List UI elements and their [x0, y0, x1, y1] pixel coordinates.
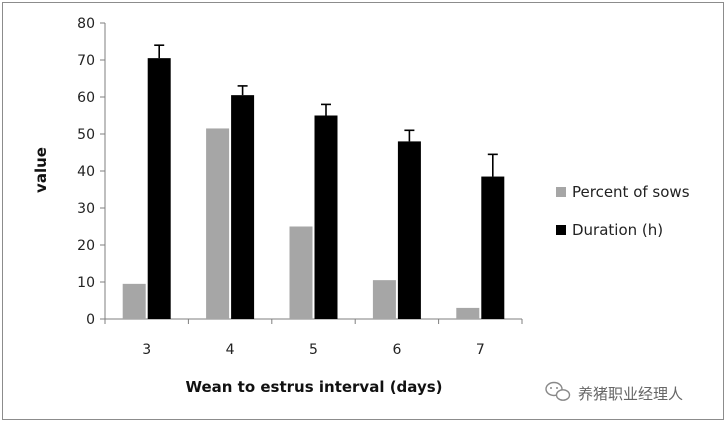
y-axis: 0 10 20 30 40 50 60 70 80	[77, 16, 106, 328]
chart-frame	[2, 2, 724, 420]
duration-bar	[481, 176, 505, 319]
x-tick-label: 4	[226, 342, 235, 358]
x-tick-label: 7	[476, 342, 485, 358]
legend-swatch-duration	[556, 225, 566, 235]
y-tick-label: 20	[77, 238, 95, 254]
y-tick-label: 30	[77, 201, 95, 217]
duration-bar	[397, 141, 421, 319]
legend: Percent of sows Duration (h)	[556, 183, 690, 239]
percent-bar	[122, 283, 146, 319]
y-tick-label: 50	[77, 127, 95, 143]
watermark: 养猪职业经理人	[545, 381, 683, 403]
percent-bar	[456, 307, 480, 319]
duration-bar	[147, 58, 171, 320]
percent-bar	[206, 128, 230, 319]
duration-bar	[231, 95, 255, 320]
y-tick-label: 0	[86, 312, 95, 328]
x-tick-label: 6	[392, 342, 401, 358]
y-axis-title: value	[32, 147, 50, 193]
x-axis: 3 4 5 6 7	[104, 318, 523, 358]
y-tick-label: 60	[77, 90, 95, 106]
legend-swatch-percent	[556, 187, 566, 197]
watermark-text: 养猪职业经理人	[578, 385, 683, 403]
x-tick-label: 3	[142, 342, 151, 358]
y-tick-label: 70	[77, 53, 95, 69]
y-tick-label: 80	[77, 16, 95, 32]
x-tick-label: 5	[309, 342, 318, 358]
x-axis-title: Wean to estrus interval (days)	[185, 378, 442, 396]
percent-bar	[372, 280, 396, 319]
y-tick-label: 10	[77, 275, 95, 291]
legend-label-percent: Percent of sows	[572, 183, 690, 201]
bars	[122, 44, 505, 320]
percent-bar	[289, 226, 313, 319]
legend-label-duration: Duration (h)	[572, 221, 663, 239]
y-tick-label: 40	[77, 164, 95, 180]
duration-bar	[314, 115, 338, 319]
wechat-icon	[545, 381, 571, 401]
